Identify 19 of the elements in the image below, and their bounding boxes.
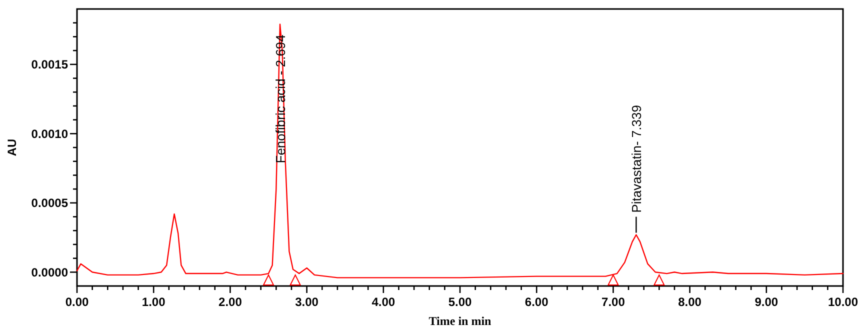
x-tick-label: 3.00: [295, 295, 319, 309]
x-tick-label: 5.00: [448, 295, 472, 309]
x-tick-label: 4.00: [372, 295, 396, 309]
y-tick-label: 0.0015: [31, 58, 68, 72]
x-tick-label: 1.00: [142, 295, 166, 309]
x-tick-label: 9.00: [754, 295, 778, 309]
x-tick-label: 10.00: [828, 295, 858, 309]
x-tick-label: 7.00: [602, 295, 626, 309]
x-tick-label: 8.00: [678, 295, 702, 309]
y-tick-label: 0.0000: [31, 265, 68, 280]
y-axis-title: AU: [5, 138, 19, 156]
x-tick-label: 6.00: [524, 295, 549, 309]
y-tick-label: 0.0010: [31, 126, 68, 141]
x-tick-label: 0.00: [65, 295, 89, 309]
x-axis-title: Time in min: [428, 314, 492, 328]
y-tick-label: 0.0005: [31, 196, 68, 210]
annotation: Fenofibric acid - 2.694: [272, 34, 288, 164]
x-tick-label: 2.00: [218, 295, 242, 309]
annotation: Pitavastatin- 7.339: [629, 105, 644, 213]
